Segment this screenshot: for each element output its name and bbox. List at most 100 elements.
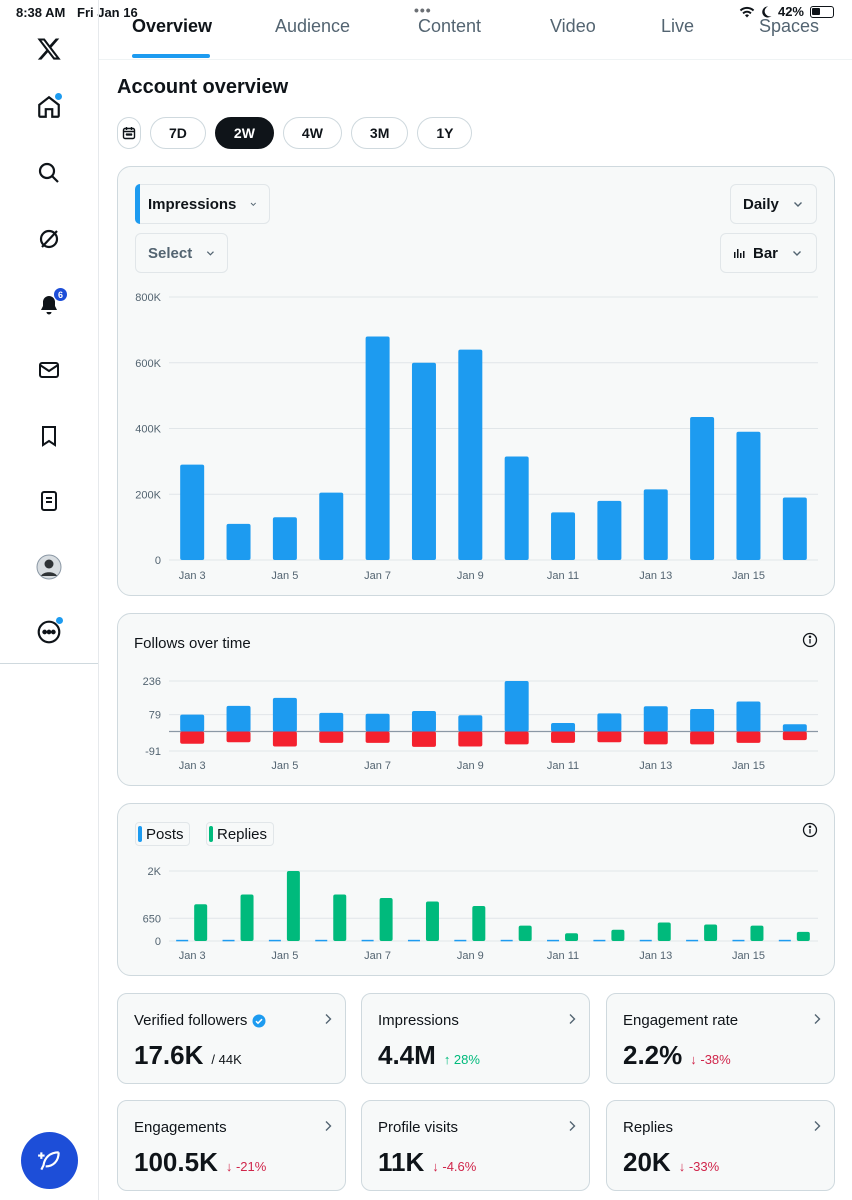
compare-dropdown-label: Select xyxy=(148,244,193,262)
date-range-selector: 7D 2W 4W 3M 1Y xyxy=(117,117,473,149)
metric-label: Engagement rate xyxy=(623,1012,739,1029)
follows-lost-bar xyxy=(597,731,622,743)
follows-lost-bar xyxy=(690,731,715,745)
x-tick-label: Jan 15 xyxy=(732,570,765,582)
replies-bar xyxy=(518,925,532,941)
metric-value: 11K ↓ -4.6% xyxy=(378,1147,476,1178)
x-tick-label: Jan 15 xyxy=(732,760,765,772)
x-tick-label: Jan 5 xyxy=(271,950,298,962)
y-tick-label: 650 xyxy=(143,913,161,925)
metric-label: Engagements xyxy=(134,1119,227,1136)
range-3m-button[interactable]: 3M xyxy=(350,117,409,149)
metric-card-engagement-rate[interactable]: Engagement rate 2.2% ↓ -38% xyxy=(606,993,835,1084)
metric-dropdown[interactable]: Impressions xyxy=(135,184,270,224)
range-2w-button[interactable]: 2W xyxy=(214,117,274,149)
tab-audience[interactable]: Audience xyxy=(275,16,351,36)
battery-percent: 42% xyxy=(777,4,804,19)
lists-icon[interactable] xyxy=(34,486,64,516)
impressions-bar xyxy=(782,497,807,560)
follows-gained-bar xyxy=(319,712,344,732)
compose-button[interactable] xyxy=(21,1132,78,1189)
x-tick-label: Jan 11 xyxy=(547,760,579,772)
legend-replies[interactable]: Replies xyxy=(206,822,274,846)
tab-spaces[interactable]: Spaces xyxy=(759,16,820,36)
follows-lost-bar xyxy=(736,731,761,743)
legend-replies-label: Replies xyxy=(217,825,268,843)
y-tick-label: 236 xyxy=(143,676,161,688)
info-icon[interactable] xyxy=(802,632,818,648)
replies-bar xyxy=(657,922,671,941)
bell-icon[interactable]: 6 xyxy=(34,287,68,320)
range-4w-button[interactable]: 4W xyxy=(282,117,342,149)
impressions-bar xyxy=(365,336,390,560)
search-icon[interactable] xyxy=(34,158,64,188)
posts-replies-chart-card: Posts Replies 0 650 2K Jan 3 Jan 5 Jan 7 Jan 9… xyxy=(117,803,835,976)
calendar-button[interactable] xyxy=(117,117,141,149)
y-tick-label: 79 xyxy=(149,710,161,722)
impressions-bar xyxy=(597,500,622,560)
bookmark-icon[interactable] xyxy=(34,421,64,451)
compare-dropdown[interactable]: Select xyxy=(135,233,228,273)
grok-icon[interactable] xyxy=(34,224,64,254)
legend-posts[interactable]: Posts xyxy=(135,822,190,846)
metric-label-text: Verified followers xyxy=(134,1012,248,1029)
x-tick-label: Jan 13 xyxy=(639,950,672,962)
follows-gained-bar xyxy=(782,724,807,732)
follows-lost-bar xyxy=(551,731,576,743)
legend-swatch xyxy=(138,826,142,842)
y-tick-label: 2K xyxy=(148,866,162,878)
info-icon[interactable] xyxy=(802,822,818,838)
metric-value-text: 11K xyxy=(378,1147,425,1177)
follows-gained-bar xyxy=(411,710,436,732)
status-time: 8:38 AM xyxy=(16,5,66,20)
follows-lost-bar xyxy=(272,731,297,747)
impressions-bar xyxy=(551,512,576,560)
metric-value-text: 17.6K xyxy=(134,1040,204,1070)
tab-live[interactable]: Live xyxy=(661,16,695,36)
metric-card-verified-followers[interactable]: Verified followers 17.6K / 44K xyxy=(117,993,346,1084)
active-tab-indicator xyxy=(132,54,210,58)
analytics-tabs: Overview Audience Content Video Live Spa… xyxy=(99,0,852,60)
metric-card-engagements[interactable]: Engagements 100.5K ↓ -21% xyxy=(117,1100,346,1191)
posts-bar xyxy=(732,939,745,942)
interval-dropdown-label: Daily xyxy=(743,195,779,213)
metric-value: 17.6K / 44K xyxy=(134,1040,242,1071)
metric-value-text: 4.4M xyxy=(378,1040,436,1070)
replies-bar xyxy=(194,904,208,941)
avatar[interactable] xyxy=(34,552,64,582)
posts-bar xyxy=(454,939,467,942)
metric-card-impressions[interactable]: Impressions 4.4M ↑ 28% xyxy=(361,993,590,1084)
tab-overview[interactable]: Overview xyxy=(132,16,213,36)
more-icon[interactable] xyxy=(34,617,64,647)
interval-dropdown[interactable]: Daily xyxy=(730,184,817,224)
metric-label: Verified followers xyxy=(134,1012,266,1029)
range-7d-button[interactable]: 7D xyxy=(150,117,206,149)
metric-card-profile-visits[interactable]: Profile visits 11K ↓ -4.6% xyxy=(361,1100,590,1191)
multitasking-dots-icon[interactable]: ••• xyxy=(414,2,432,18)
x-tick-label: Jan 3 xyxy=(179,760,206,772)
impressions-chart-card: Impressions Daily Select Bar 0 200K 400K 60… xyxy=(117,166,835,596)
impressions-bar xyxy=(272,517,297,560)
metric-change: ↓ -38% xyxy=(690,1052,731,1067)
range-1y-button[interactable]: 1Y xyxy=(417,117,473,149)
follows-gained-bar xyxy=(272,697,297,732)
posts-bar xyxy=(686,939,699,942)
legend-swatch xyxy=(209,826,213,842)
posts-bar xyxy=(222,939,235,942)
mail-icon[interactable] xyxy=(34,355,64,385)
more-notification-dot xyxy=(56,617,63,624)
x-logo-icon[interactable] xyxy=(34,34,64,64)
legend-posts-label: Posts xyxy=(146,825,184,843)
metric-value: 20K ↓ -33% xyxy=(623,1147,719,1178)
tab-video[interactable]: Video xyxy=(550,16,596,36)
impressions-bar xyxy=(736,431,761,560)
home-icon[interactable] xyxy=(34,92,64,122)
metric-card-replies[interactable]: Replies 20K ↓ -33% xyxy=(606,1100,835,1191)
chevron-down-icon xyxy=(207,251,215,256)
chevron-right-icon xyxy=(814,1014,821,1024)
x-tick-label: Jan 11 xyxy=(547,570,579,582)
chart-type-dropdown[interactable]: Bar xyxy=(720,233,817,273)
tab-content[interactable]: Content xyxy=(418,16,482,36)
chevron-down-icon xyxy=(793,202,802,207)
metric-label: Replies xyxy=(623,1119,674,1136)
